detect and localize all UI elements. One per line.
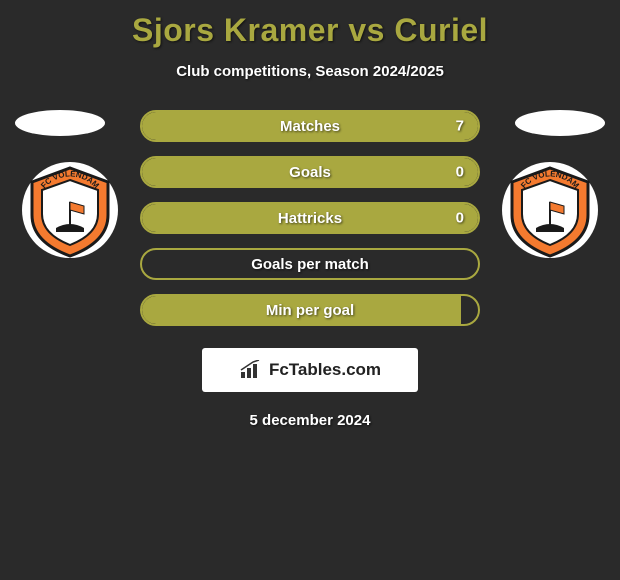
comparison-panel: FC VOLENDAM FC VOLENDAM Matches 7 bbox=[0, 110, 620, 429]
bar-chart-icon bbox=[239, 360, 263, 380]
stat-label: Min per goal bbox=[266, 302, 354, 319]
stat-bar-goals-per-match: Goals per match bbox=[140, 248, 480, 280]
stat-label: Goals bbox=[289, 164, 331, 181]
stat-bars: Matches 7 Goals 0 Hattricks 0 Goals per … bbox=[140, 110, 480, 326]
stat-bar-min-per-goal: Min per goal bbox=[140, 294, 480, 326]
page-title: Sjors Kramer vs Curiel bbox=[0, 0, 620, 49]
subtitle: Club competitions, Season 2024/2025 bbox=[0, 63, 620, 80]
stat-right-value: 0 bbox=[456, 210, 464, 227]
player1-club-badge: FC VOLENDAM bbox=[20, 160, 120, 260]
player2-ellipse bbox=[515, 110, 605, 136]
stat-bar-goals: Goals 0 bbox=[140, 156, 480, 188]
snapshot-date: 5 december 2024 bbox=[0, 412, 620, 429]
stat-right-value: 7 bbox=[456, 118, 464, 135]
player2-club-badge: FC VOLENDAM bbox=[500, 160, 600, 260]
stat-right-value: 0 bbox=[456, 164, 464, 181]
stat-bar-matches: Matches 7 bbox=[140, 110, 480, 142]
stat-label: Matches bbox=[280, 118, 340, 135]
stat-label: Hattricks bbox=[278, 210, 342, 227]
player1-ellipse bbox=[15, 110, 105, 136]
stat-bar-hattricks: Hattricks 0 bbox=[140, 202, 480, 234]
source-logo-text: FcTables.com bbox=[269, 360, 381, 380]
stat-label: Goals per match bbox=[251, 256, 369, 273]
source-logo: FcTables.com bbox=[202, 348, 418, 392]
